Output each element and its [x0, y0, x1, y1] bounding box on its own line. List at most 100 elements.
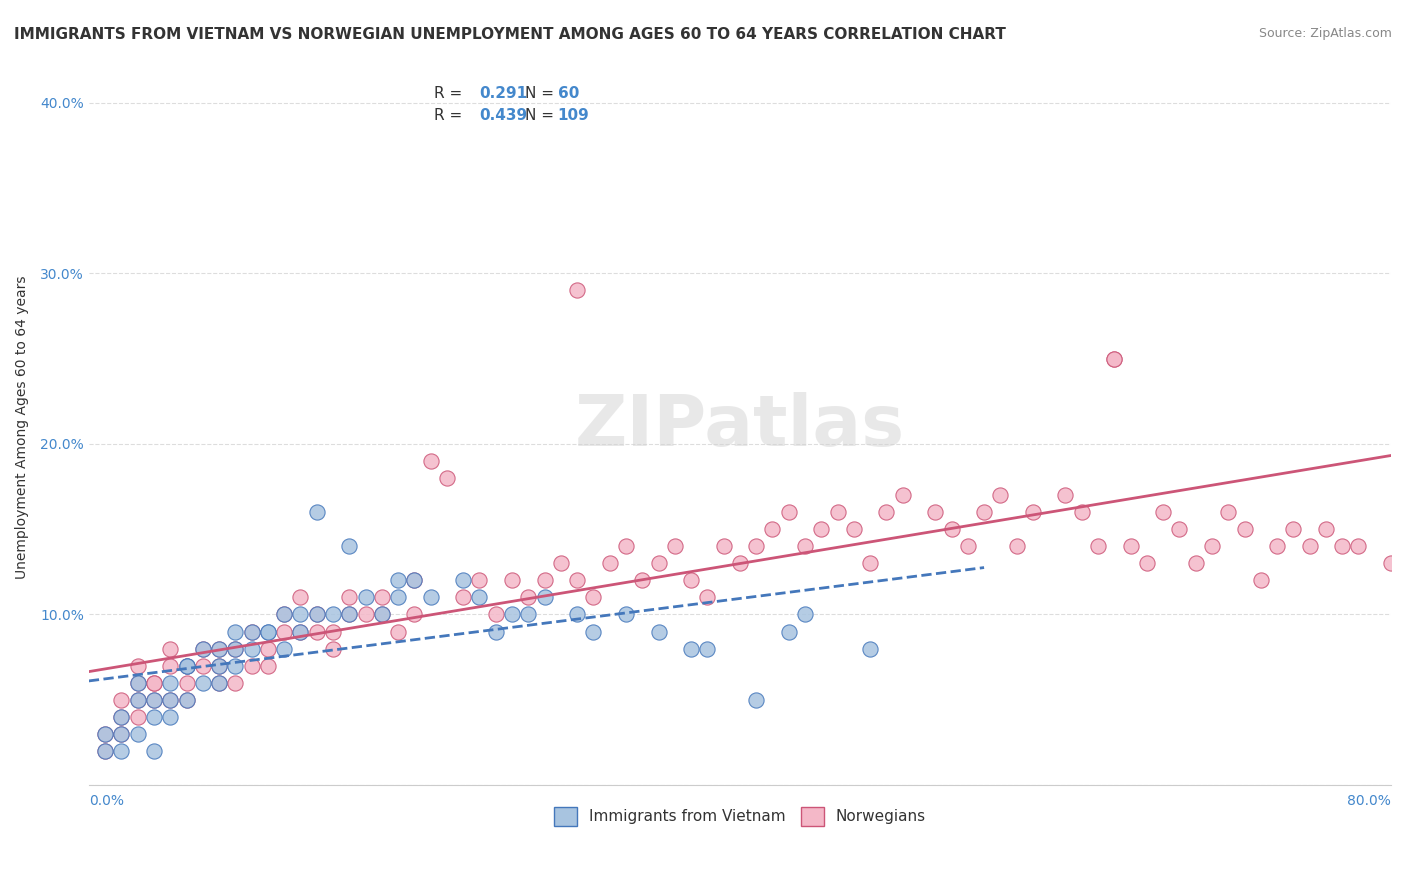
- Point: [842, 522, 865, 536]
- Point: [1104, 351, 1126, 366]
- Y-axis label: Unemployment Among Ages 60 to 64 years: Unemployment Among Ages 60 to 64 years: [15, 275, 30, 579]
- Point: [208, 641, 231, 656]
- Point: [1168, 522, 1191, 536]
- Point: [224, 641, 246, 656]
- Point: [565, 607, 588, 622]
- Text: ZIPatlas: ZIPatlas: [575, 392, 905, 461]
- Point: [191, 641, 214, 656]
- Point: [582, 624, 605, 639]
- Point: [290, 624, 312, 639]
- Point: [1005, 539, 1028, 553]
- Point: [110, 727, 132, 741]
- Point: [290, 607, 312, 622]
- Point: [1347, 539, 1369, 553]
- Point: [565, 574, 588, 588]
- Point: [1282, 522, 1305, 536]
- Point: [565, 283, 588, 297]
- Point: [875, 505, 897, 519]
- Point: [354, 607, 377, 622]
- Point: [778, 624, 800, 639]
- Point: [1070, 505, 1092, 519]
- Point: [371, 607, 394, 622]
- Point: [614, 607, 637, 622]
- Point: [110, 710, 132, 724]
- Point: [240, 658, 263, 673]
- Point: [1119, 539, 1142, 553]
- Point: [941, 522, 963, 536]
- Point: [290, 624, 312, 639]
- Point: [337, 607, 360, 622]
- Point: [745, 539, 768, 553]
- Point: [1315, 522, 1337, 536]
- Point: [240, 624, 263, 639]
- Point: [1054, 488, 1077, 502]
- Point: [681, 574, 703, 588]
- Point: [240, 641, 263, 656]
- Point: [305, 607, 328, 622]
- Text: N =: N =: [524, 108, 560, 123]
- Point: [599, 556, 621, 570]
- Point: [387, 591, 409, 605]
- Point: [322, 624, 344, 639]
- Point: [240, 624, 263, 639]
- Point: [404, 574, 426, 588]
- Point: [1218, 505, 1240, 519]
- Point: [159, 641, 181, 656]
- Point: [647, 556, 669, 570]
- Point: [354, 591, 377, 605]
- Point: [485, 607, 508, 622]
- Point: [696, 591, 718, 605]
- Point: [778, 505, 800, 519]
- Point: [1265, 539, 1288, 553]
- Point: [110, 693, 132, 707]
- Text: R =: R =: [434, 87, 467, 102]
- Point: [191, 658, 214, 673]
- Text: 0.439: 0.439: [479, 108, 527, 123]
- Point: [451, 591, 474, 605]
- Point: [257, 641, 280, 656]
- Point: [387, 624, 409, 639]
- Point: [142, 710, 165, 724]
- Point: [208, 675, 231, 690]
- Text: N =: N =: [524, 87, 560, 102]
- Point: [371, 607, 394, 622]
- Point: [1087, 539, 1109, 553]
- Point: [1136, 556, 1159, 570]
- Point: [208, 658, 231, 673]
- Point: [257, 624, 280, 639]
- Point: [1201, 539, 1223, 553]
- Point: [1104, 351, 1126, 366]
- Point: [110, 744, 132, 758]
- Point: [159, 658, 181, 673]
- Point: [142, 693, 165, 707]
- Point: [1233, 522, 1256, 536]
- Text: IMMIGRANTS FROM VIETNAM VS NORWEGIAN UNEMPLOYMENT AMONG AGES 60 TO 64 YEARS CORR: IMMIGRANTS FROM VIETNAM VS NORWEGIAN UNE…: [14, 27, 1005, 42]
- Point: [956, 539, 979, 553]
- Point: [614, 539, 637, 553]
- Point: [681, 641, 703, 656]
- Point: [419, 591, 441, 605]
- Point: [127, 675, 149, 690]
- Point: [127, 658, 149, 673]
- Text: 0.291: 0.291: [479, 87, 527, 102]
- Point: [224, 641, 246, 656]
- Point: [94, 744, 117, 758]
- Point: [696, 641, 718, 656]
- Point: [387, 574, 409, 588]
- Point: [404, 607, 426, 622]
- Point: [827, 505, 849, 519]
- Point: [404, 574, 426, 588]
- Point: [419, 454, 441, 468]
- Point: [142, 675, 165, 690]
- Legend: Immigrants from Vietnam, Norwegians: Immigrants from Vietnam, Norwegians: [544, 797, 935, 835]
- Point: [988, 488, 1011, 502]
- Point: [891, 488, 914, 502]
- Point: [273, 624, 295, 639]
- Point: [127, 727, 149, 741]
- Point: [337, 539, 360, 553]
- Point: [337, 591, 360, 605]
- Point: [176, 658, 198, 673]
- Point: [859, 641, 882, 656]
- Point: [142, 693, 165, 707]
- Point: [176, 693, 198, 707]
